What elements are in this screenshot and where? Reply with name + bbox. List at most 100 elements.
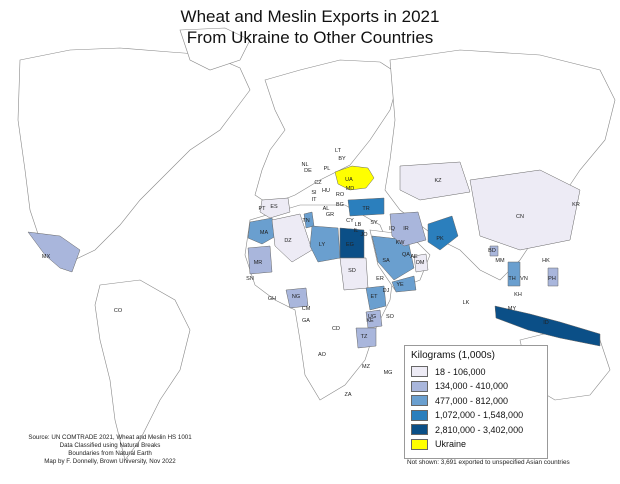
country-label: MZ (362, 364, 371, 370)
country-label: OM (416, 260, 425, 266)
legend-title: Kilograms (1,000s) (411, 350, 495, 361)
thailand-region (507, 261, 521, 287)
country-label: AL (323, 206, 330, 212)
country-label: SN (246, 276, 254, 282)
indonesia-region (494, 305, 601, 347)
legend-item: 134,000 - 410,000 (411, 380, 508, 392)
legend-swatch (411, 380, 428, 392)
country-label: RO (336, 192, 345, 198)
country-label: YE (396, 282, 404, 288)
country-label: GR (326, 212, 334, 218)
country-label: JO (360, 232, 368, 238)
country-label: IQ (389, 226, 396, 232)
philippines-region (547, 267, 559, 287)
country-label: CY (346, 218, 354, 224)
country-label: EG (346, 242, 354, 248)
legend-item: 2,810,000 - 3,402,000 (411, 424, 523, 435)
country-label: MR (254, 260, 263, 266)
legend-item: 1,072,000 - 1,548,000 (411, 409, 523, 421)
country-label: BD (488, 248, 496, 254)
kazakhstan-region (399, 161, 471, 201)
country-label: ZA (344, 392, 351, 398)
nigeria-region (285, 287, 309, 309)
map-title: Wheat and Meslin Exports in 2021 From Uk… (0, 6, 620, 48)
ukraine-region (334, 165, 375, 191)
country-label: CO (114, 308, 123, 314)
country-label: LT (335, 148, 342, 154)
ethiopia-region (365, 285, 387, 311)
country-label: NL (301, 162, 308, 168)
country-label: QA (402, 252, 410, 258)
country-label: TH (508, 276, 515, 282)
country-label: KR (572, 202, 580, 208)
legend-label: 2,810,000 - 3,402,000 (435, 424, 524, 435)
north-america-land (17, 47, 251, 263)
source-line-4: Map by F. Donnelly, Brown University, No… (44, 458, 176, 465)
legend-label: Ukraine (435, 439, 467, 449)
source-line-2: Data Classified using Natural Breaks (59, 442, 161, 449)
legend-item: 18 - 106,000 (411, 366, 486, 377)
country-label: IL (354, 228, 359, 234)
country-label: MX (42, 254, 51, 260)
source-line-1: Source: UN COMTRADE 2021, Wheat and Mesl… (28, 434, 192, 441)
country-label: CD (332, 326, 340, 332)
algeria-region (271, 213, 313, 263)
country-label: MY (508, 306, 517, 312)
country-label: ER (376, 276, 384, 282)
legend-item: Ukraine (411, 438, 467, 450)
country-label: GH (268, 296, 276, 302)
country-label: NG (292, 294, 300, 300)
country-label: MG (384, 370, 393, 376)
sudan-region (339, 257, 369, 291)
europe-land (254, 59, 401, 206)
country-label: PK (436, 236, 444, 242)
tanzania-region (355, 327, 377, 349)
country-label: CN (516, 214, 524, 220)
country-label: LY (319, 242, 326, 248)
legend-swatch (411, 424, 428, 435)
legend-label: 477,000 - 812,000 (435, 395, 509, 406)
kenya-region (365, 309, 383, 329)
country-label: AO (318, 352, 327, 358)
country-label: HU (322, 188, 330, 194)
country-label: IT (312, 197, 318, 203)
legend-label: 18 - 106,000 (435, 366, 486, 377)
legend-swatch (411, 438, 428, 450)
country-label: PL (324, 166, 331, 172)
country-label: ID (543, 320, 549, 326)
title-line-1: Wheat and Meslin Exports in 2021 (180, 7, 440, 26)
country-label: DZ (284, 238, 292, 244)
iran-region (389, 211, 427, 247)
country-label: MD (346, 186, 355, 192)
country-label: SD (348, 268, 356, 274)
title-line-2: From Ukraine to Other Countries (186, 28, 434, 47)
country-label: DE (304, 168, 312, 174)
country-label: TN (302, 218, 309, 224)
libya-region (309, 225, 341, 263)
country-label: VN (520, 276, 528, 282)
south-america-land (94, 279, 191, 461)
country-label: TZ (361, 334, 368, 340)
country-label: SO (386, 314, 395, 320)
country-label: SY (370, 220, 378, 226)
country-label: SA (382, 258, 390, 264)
country-label: LB (355, 222, 362, 228)
oman-region (413, 253, 429, 273)
source-line-3: Boundaries from Natural Earth (68, 450, 152, 457)
legend: Kilograms (1,000s) 18 - 106,000 134,000 -… (404, 345, 548, 459)
china-region (469, 169, 581, 251)
legend-item: 477,000 - 812,000 (411, 395, 508, 406)
country-label: TR (362, 206, 369, 212)
legend-swatch (411, 409, 428, 421)
yemen-region (391, 275, 417, 293)
country-label: UG (368, 314, 376, 320)
country-label: MM (495, 258, 505, 264)
country-label: PH (548, 276, 556, 282)
country-label: PT (258, 206, 266, 212)
country-label: ET (370, 294, 378, 300)
country-label: BG (336, 202, 344, 208)
country-label: ES (270, 204, 278, 210)
country-label: KW (396, 240, 406, 246)
country-label: CZ (314, 180, 322, 186)
